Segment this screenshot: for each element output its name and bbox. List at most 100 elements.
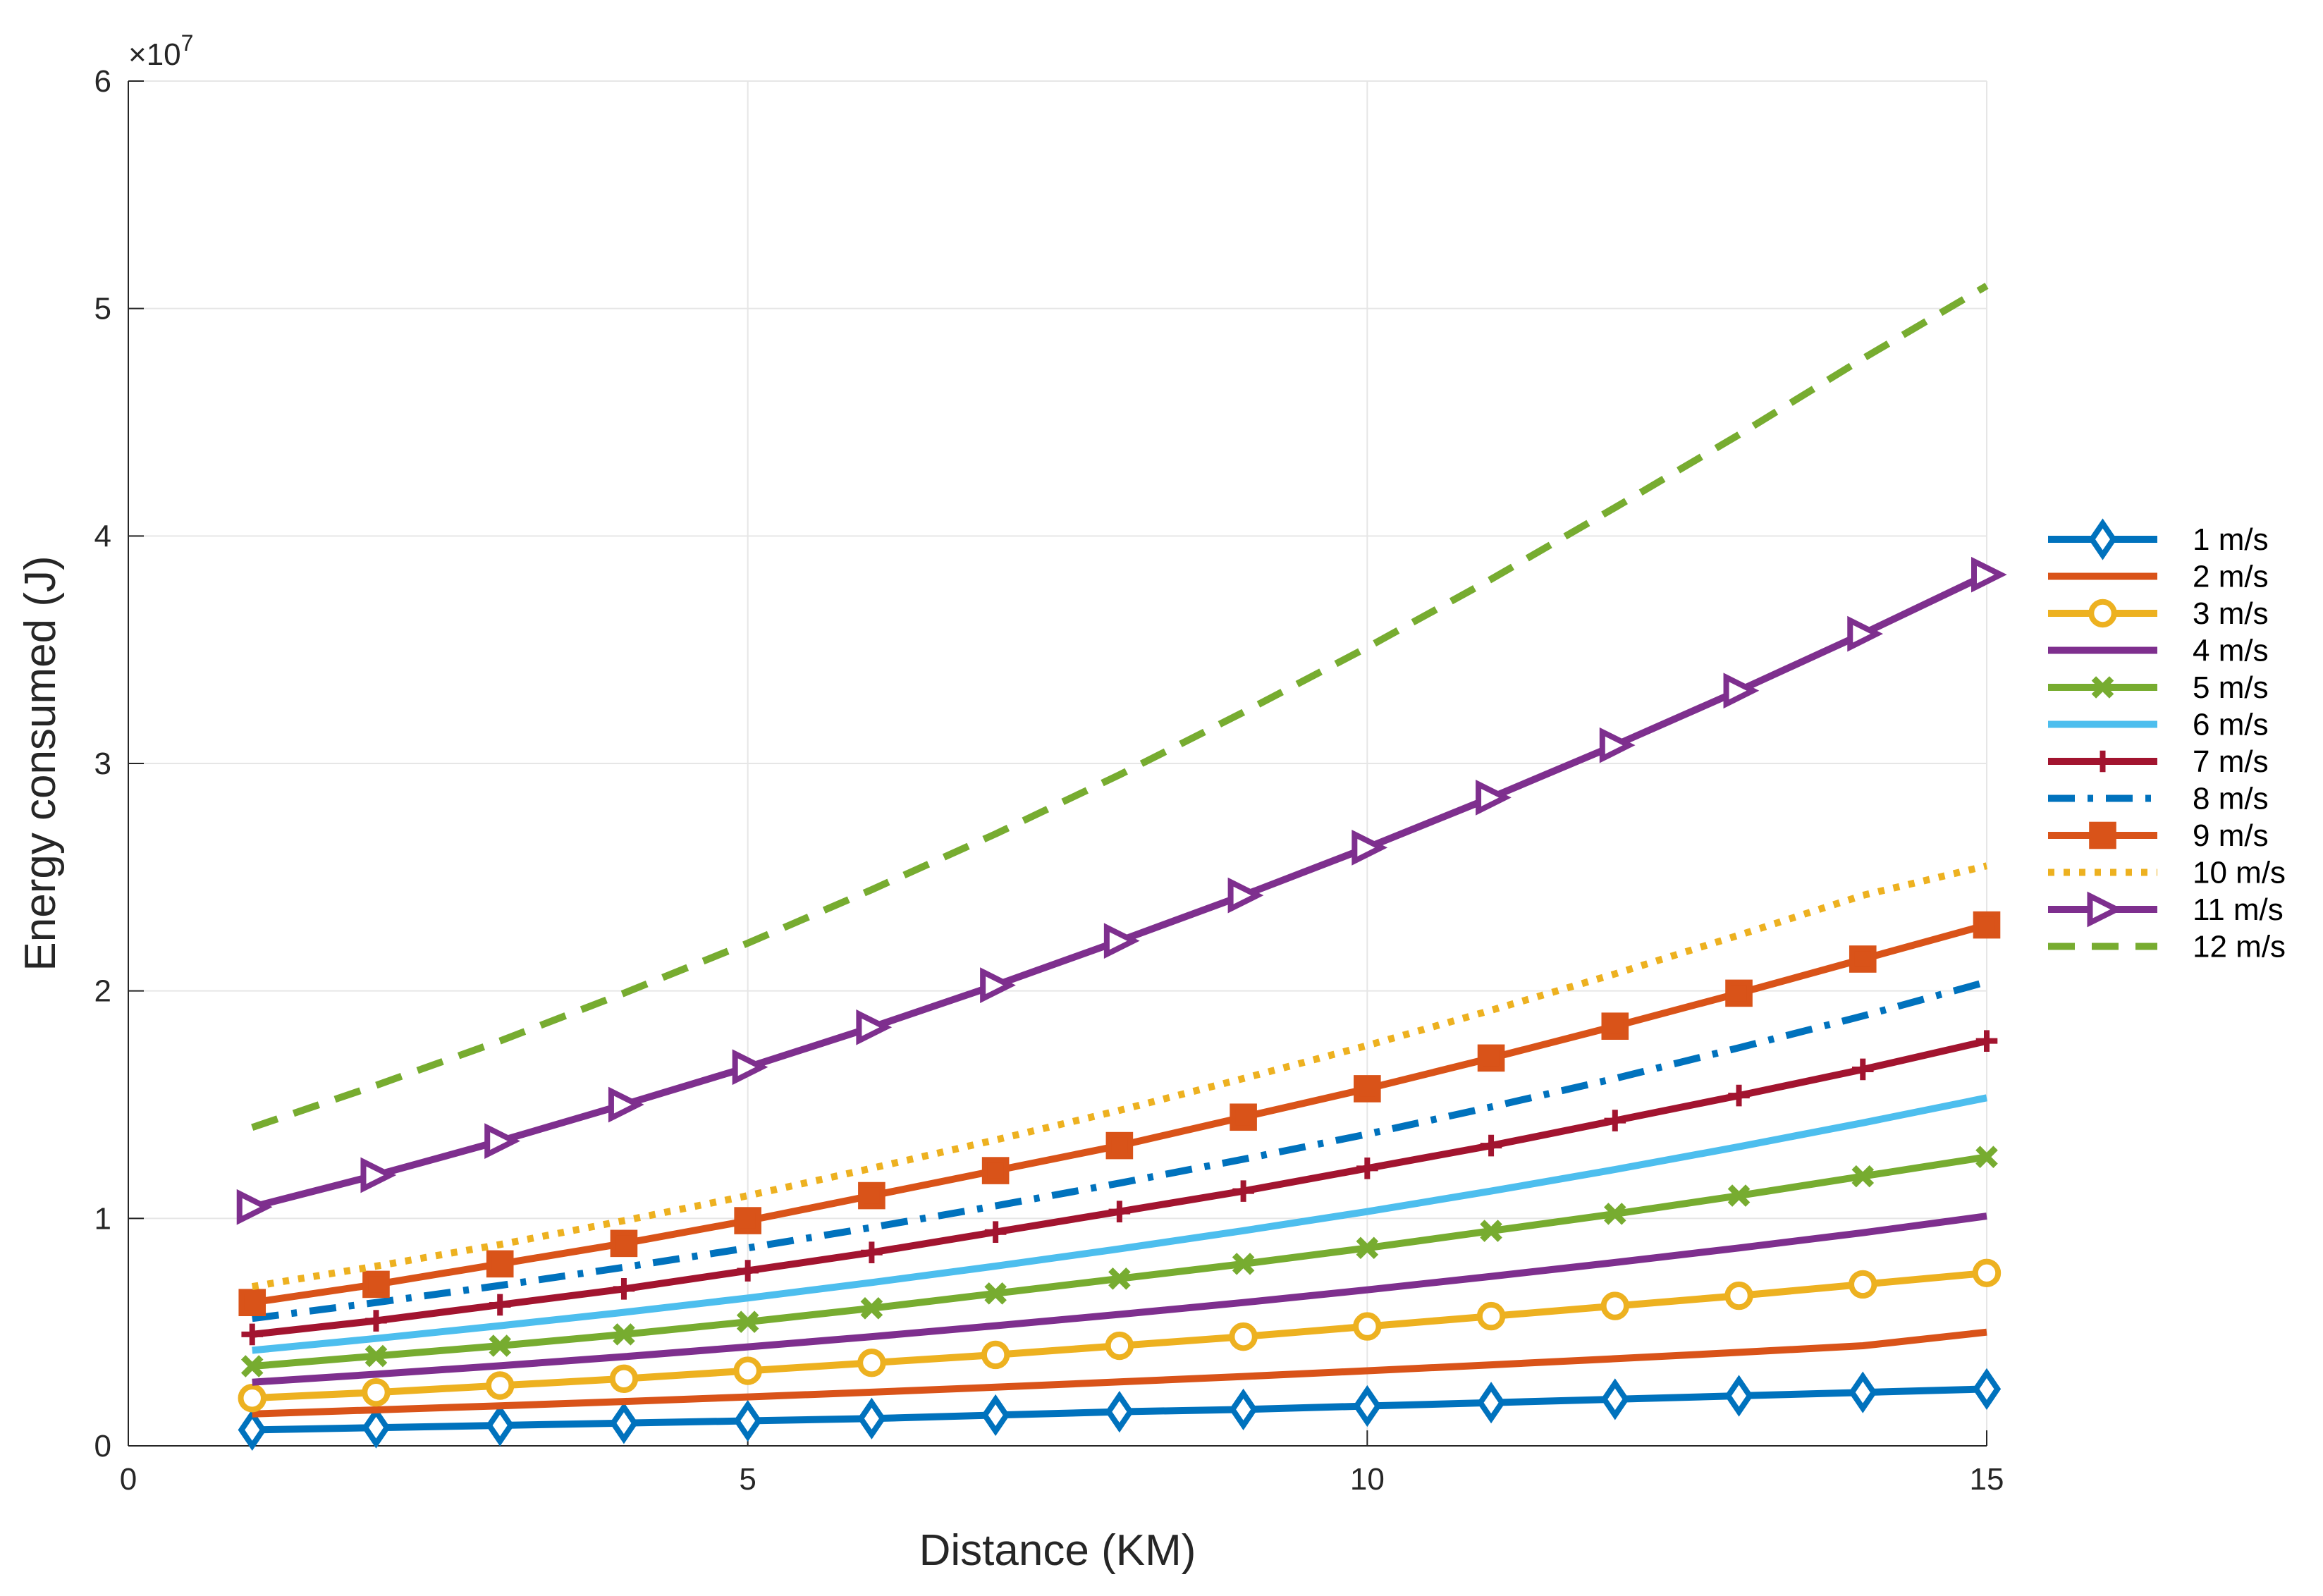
y-axis-label: Energy consumed (J) xyxy=(16,555,65,971)
data-point-marker xyxy=(241,1323,264,1346)
y-tick-label: 1 xyxy=(94,1201,111,1236)
data-point-marker xyxy=(1600,1378,1629,1420)
data-point-marker xyxy=(981,1394,1010,1437)
legend-label: 11 m/s xyxy=(2193,892,2284,927)
data-point-marker xyxy=(1108,1201,1131,1222)
data-point-marker xyxy=(1975,1146,1998,1168)
data-point-marker xyxy=(1105,1390,1134,1433)
data-point-marker xyxy=(1723,673,1760,709)
data-point-marker xyxy=(1728,1084,1750,1107)
data-point-marker xyxy=(1103,923,1140,959)
data-point-marker xyxy=(2087,891,2123,928)
series-10-m-s xyxy=(251,862,1988,1291)
x-tick-label: 10 xyxy=(1350,1462,1385,1497)
data-point-marker xyxy=(1480,1134,1502,1157)
data-point-marker xyxy=(1353,1312,1382,1341)
data-point-marker xyxy=(980,967,1016,1003)
series-4-m-s xyxy=(252,1213,1987,1386)
data-point-marker xyxy=(1727,1184,1751,1207)
series-line xyxy=(252,978,1988,1322)
legend-label: 6 m/s xyxy=(2193,708,2269,742)
legend-label: 9 m/s xyxy=(2193,818,2269,853)
legend-label: 7 m/s xyxy=(2193,744,2269,779)
series-12-m-s xyxy=(251,283,1989,1131)
data-point-marker xyxy=(2089,821,2116,849)
y-tick-label: 5 xyxy=(94,292,111,326)
data-point-marker xyxy=(613,1278,635,1300)
data-point-marker xyxy=(1600,1291,1630,1320)
data-point-marker xyxy=(609,1402,639,1444)
data-point-marker xyxy=(1849,1270,1877,1299)
data-point-marker xyxy=(364,1344,388,1368)
data-point-marker xyxy=(1356,1158,1378,1179)
data-point-marker xyxy=(1354,1075,1381,1103)
data-point-marker xyxy=(1108,1267,1131,1290)
series-1-m-s xyxy=(238,1368,2002,1451)
data-point-marker xyxy=(732,1049,768,1086)
data-point-marker xyxy=(1849,945,1877,973)
y-axis-multiplier: ×107 xyxy=(128,30,193,72)
data-point-marker xyxy=(360,1157,397,1193)
x-tick-label: 0 xyxy=(120,1462,137,1497)
data-point-marker xyxy=(1972,1258,2002,1287)
data-point-marker xyxy=(734,1207,761,1234)
series-7-m-s xyxy=(241,1030,1998,1346)
data-point-marker xyxy=(1724,1281,1753,1310)
legend-entry: 3 m/s xyxy=(2048,596,2269,631)
data-point-marker xyxy=(613,1323,635,1346)
data-point-marker xyxy=(484,1123,520,1159)
data-point-marker xyxy=(1725,979,1753,1007)
data-point-marker xyxy=(861,1241,883,1264)
data-point-marker xyxy=(1599,727,1636,763)
data-point-marker xyxy=(610,1229,638,1258)
y-tick-label: 3 xyxy=(94,747,111,781)
series-11-m-s xyxy=(236,556,2007,1225)
data-point-marker xyxy=(737,1260,759,1282)
legend-entry: 1 m/s xyxy=(2048,518,2269,560)
data-point-marker xyxy=(1353,1385,1382,1428)
legend-entry: 5 m/s xyxy=(2048,670,2269,705)
series-line xyxy=(251,283,1989,1131)
data-point-marker xyxy=(1105,1131,1134,1160)
series-line xyxy=(252,1213,1987,1386)
series-8-m-s xyxy=(252,978,1988,1322)
data-point-marker xyxy=(609,1364,639,1394)
legend: 1 m/s2 m/s3 m/s4 m/s5 m/s6 m/s7 m/s8 m/s… xyxy=(2048,518,2286,964)
data-point-marker xyxy=(1851,1165,1875,1188)
data-point-marker xyxy=(1847,615,1884,652)
data-point-marker xyxy=(984,1221,1007,1243)
data-point-marker xyxy=(733,1356,762,1385)
legend-entry: 8 m/s xyxy=(2048,782,2269,816)
data-point-marker xyxy=(362,1406,391,1449)
data-point-marker xyxy=(1356,1236,1379,1260)
data-point-marker xyxy=(1971,556,2007,593)
data-point-marker xyxy=(489,1334,511,1357)
series-line xyxy=(251,862,1988,1291)
series-line xyxy=(252,1328,1987,1418)
legend-entry: 6 m/s xyxy=(2048,708,2269,742)
data-point-marker xyxy=(362,1270,390,1299)
legend-entry: 7 m/s xyxy=(2048,744,2269,779)
data-point-marker xyxy=(1476,1382,1506,1424)
data-point-marker xyxy=(1477,1044,1505,1072)
data-point-marker xyxy=(2088,598,2117,628)
data-point-marker xyxy=(860,1297,883,1320)
data-point-marker xyxy=(1601,1012,1629,1040)
y-tick-label: 0 xyxy=(94,1429,111,1463)
data-point-marker xyxy=(981,1157,1010,1184)
series-line xyxy=(252,1094,1987,1354)
legend-entry: 2 m/s xyxy=(2048,560,2269,594)
data-point-marker xyxy=(857,1397,886,1440)
legend-label: 5 m/s xyxy=(2193,670,2269,705)
data-point-marker xyxy=(1232,1253,1255,1275)
data-point-marker xyxy=(1972,1368,2002,1410)
legend-entry: 11 m/s xyxy=(2048,891,2284,928)
data-point-marker xyxy=(1351,830,1388,866)
data-point-marker xyxy=(1476,780,1512,816)
data-point-marker xyxy=(733,1399,762,1442)
legend-entry: 9 m/s xyxy=(2048,818,2269,853)
y-tick-label: 4 xyxy=(94,519,111,553)
series-5-m-s xyxy=(240,1146,1998,1377)
data-point-marker xyxy=(608,1086,644,1123)
data-point-marker xyxy=(1851,1058,1874,1081)
